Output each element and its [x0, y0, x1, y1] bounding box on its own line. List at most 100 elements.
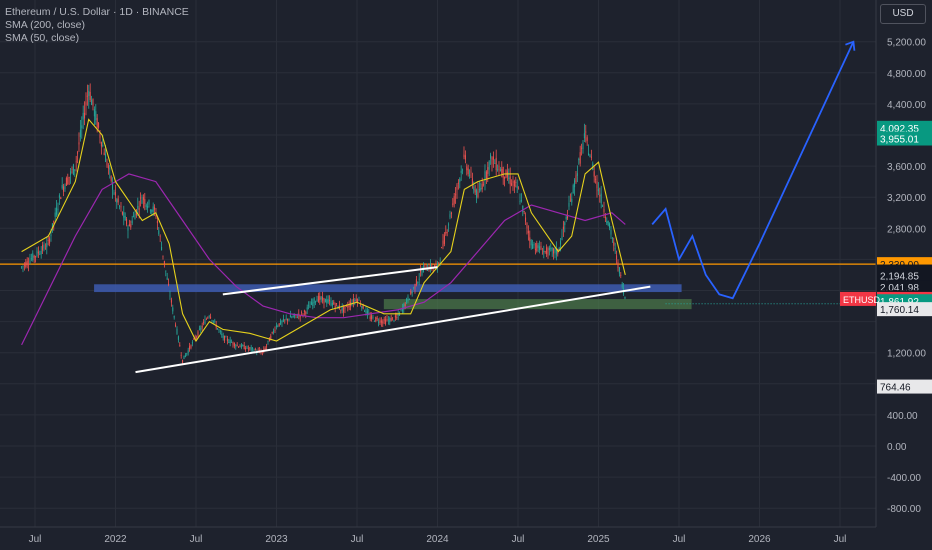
candle-body — [75, 161, 77, 163]
candle-body — [211, 320, 213, 322]
candle-body — [449, 214, 451, 218]
candle-body — [536, 243, 538, 252]
candle-body — [179, 345, 181, 347]
candle-body — [526, 223, 528, 229]
candle-body — [184, 355, 186, 357]
time-tick-label: 2024 — [426, 534, 449, 545]
candle-body — [341, 307, 343, 311]
candle-body — [120, 206, 122, 208]
candle-body — [611, 237, 613, 239]
candle-body — [214, 320, 216, 322]
candle-body — [617, 262, 619, 269]
candle-body — [121, 212, 123, 215]
candle-body — [477, 191, 479, 198]
candle-body — [102, 144, 104, 147]
price-tag-bg — [877, 379, 932, 394]
candle-body — [291, 316, 293, 318]
candle-body — [348, 304, 350, 307]
candle-body — [250, 347, 252, 351]
candle-body — [254, 348, 256, 351]
candle-body — [599, 195, 601, 197]
candle-body — [49, 238, 51, 244]
candle-body — [394, 315, 396, 318]
candle-body — [509, 176, 511, 185]
candle-body — [497, 169, 499, 171]
candle-body — [207, 317, 209, 319]
candle-body — [492, 156, 494, 160]
candle-body — [547, 248, 549, 256]
candle-body — [560, 240, 562, 245]
price-tag-label: 764.46 — [880, 383, 911, 394]
price-tick-label: 0.00 — [887, 442, 907, 453]
candle-body — [396, 316, 398, 318]
candle-body — [624, 296, 626, 299]
candle-body — [376, 318, 378, 319]
candle-body — [607, 220, 609, 226]
candle-body — [406, 298, 408, 303]
candle-body — [537, 245, 539, 248]
candle-body — [603, 208, 605, 212]
candle-body — [380, 320, 382, 323]
price-tick-label: 5,200.00 — [887, 38, 926, 49]
candle-body — [225, 336, 227, 338]
candle-body — [142, 196, 144, 200]
symbol-tag-bg — [840, 291, 876, 306]
candle-body — [186, 353, 188, 355]
candle-body — [527, 230, 529, 234]
candle-body — [445, 232, 447, 234]
candle-body — [334, 305, 336, 309]
candle-body — [520, 199, 522, 202]
candle-body — [103, 152, 105, 155]
candle-body — [232, 341, 234, 345]
candle-body — [36, 250, 38, 257]
candle-body — [331, 302, 333, 306]
candle-body — [95, 111, 97, 121]
candle-body — [21, 266, 23, 268]
candle-body — [522, 205, 524, 213]
candle-body — [105, 154, 107, 162]
candle-body — [575, 175, 577, 183]
candle-body — [137, 205, 139, 209]
candle-body — [429, 263, 431, 270]
candle-body — [65, 178, 67, 186]
candle-body — [413, 287, 415, 289]
candle-body — [260, 351, 262, 354]
price-tag-bg — [877, 302, 932, 317]
candle-body — [228, 341, 230, 343]
candle-body — [336, 303, 338, 305]
candle-body — [408, 298, 410, 300]
candle-body — [462, 169, 464, 171]
candle-body — [29, 260, 31, 264]
candle-body — [200, 327, 202, 330]
price-tag-bg — [877, 131, 932, 146]
candle-body — [155, 214, 157, 217]
candle-body — [378, 321, 380, 323]
candle-body — [487, 167, 489, 174]
candle-body — [249, 347, 251, 349]
price-tag-label: 1,760.14 — [880, 305, 919, 316]
candle-body — [539, 246, 541, 250]
candle-body — [267, 340, 269, 342]
candle-body — [450, 212, 452, 215]
candle-body — [310, 301, 312, 305]
time-tick-label: 2026 — [748, 534, 771, 545]
candle-body — [210, 316, 212, 319]
candle-body — [77, 152, 79, 154]
candle-body — [407, 296, 409, 302]
currency-button[interactable]: USD — [880, 4, 926, 24]
candle-body — [28, 263, 30, 265]
candle-body — [303, 310, 305, 312]
candle-body — [361, 306, 363, 309]
candle-body — [148, 200, 150, 205]
candle-body — [323, 298, 325, 304]
candle-body — [285, 318, 287, 320]
price-tag-label: 2,194.85 — [880, 271, 919, 282]
candle-body — [326, 299, 328, 304]
candle-body — [439, 260, 441, 262]
candle-body — [26, 260, 28, 266]
candle-body — [231, 342, 233, 343]
candle-body — [163, 260, 165, 265]
time-tick-label: 2022 — [104, 534, 127, 545]
candle-body — [485, 171, 487, 179]
